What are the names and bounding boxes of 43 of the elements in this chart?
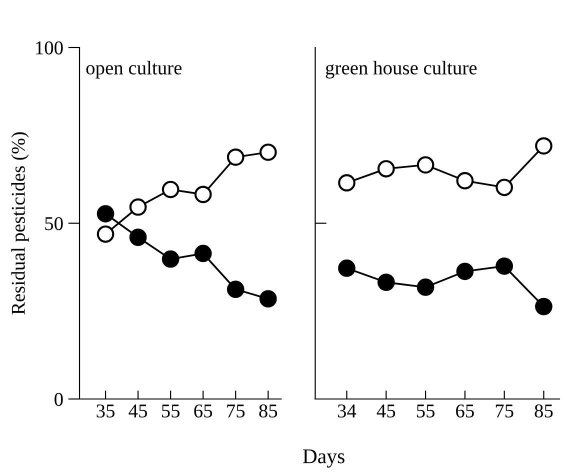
point [129, 198, 147, 216]
point [129, 228, 147, 246]
point [416, 278, 434, 296]
point [338, 174, 356, 192]
point [226, 280, 244, 298]
point [96, 225, 114, 243]
point [456, 172, 474, 190]
point [162, 180, 180, 198]
text: open culture [86, 60, 182, 78]
x-tick-label: 65 [194, 404, 212, 418]
x-tick-label: 55 [162, 404, 180, 418]
y-tick-label: 100 [36, 41, 63, 54]
y-tick-label: 0 [54, 392, 63, 406]
point [535, 298, 552, 316]
x-tick-label: 45 [128, 404, 148, 418]
x-axis-title: Days [302, 449, 344, 468]
point [377, 274, 395, 291]
x-tick-label: 35 [96, 404, 114, 418]
point [259, 290, 277, 308]
y-axis-title: Residual pesticides (%) [11, 132, 29, 314]
point [496, 257, 514, 275]
point [535, 137, 552, 155]
x-tick-label: 85 [534, 404, 553, 418]
text: green house culture [326, 60, 477, 79]
x-tick-label: 34 [338, 404, 356, 418]
x-tick-label: 55 [416, 404, 435, 418]
point [259, 144, 277, 161]
x-tick-label: 45 [376, 404, 396, 418]
y-tick-label: 50 [45, 217, 63, 230]
point [162, 250, 180, 268]
point [496, 178, 514, 196]
x-tick-label: 65 [456, 404, 474, 418]
point [456, 262, 474, 280]
x-tick-label: 85 [259, 404, 278, 418]
point [416, 156, 434, 174]
point [377, 160, 395, 178]
x-tick-label: 75 [496, 404, 514, 418]
x-tick-label: 75 [227, 404, 245, 418]
point [226, 148, 244, 166]
point [194, 186, 212, 204]
point [96, 205, 114, 222]
point [338, 260, 356, 277]
point [194, 244, 212, 262]
